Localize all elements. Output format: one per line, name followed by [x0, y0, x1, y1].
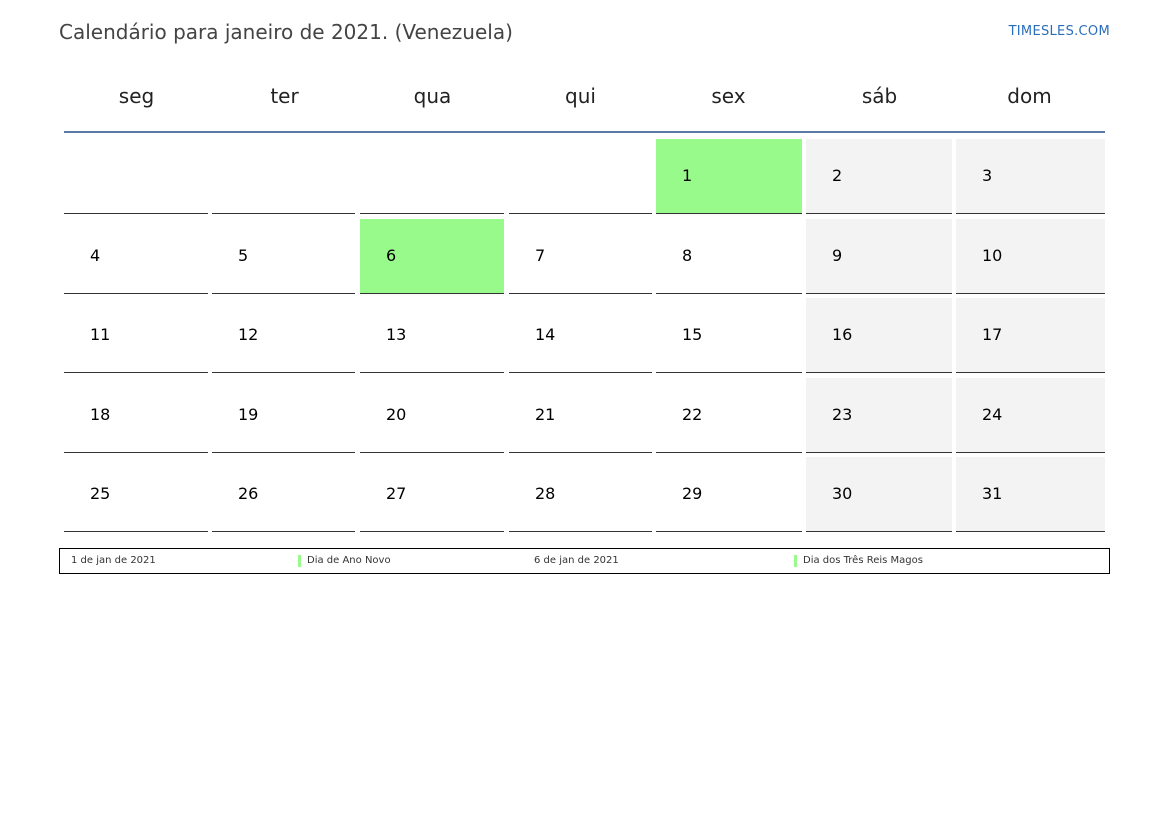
- day-number: 15: [682, 325, 703, 344]
- day-cell[interactable]: 30: [806, 457, 952, 532]
- day-number: 23: [832, 405, 853, 424]
- day-number: 11: [90, 325, 111, 344]
- day-cell[interactable]: 13: [360, 298, 504, 373]
- day-number: 28: [535, 484, 556, 503]
- day-cell[interactable]: 12: [212, 298, 355, 373]
- day-cell[interactable]: 20: [360, 378, 504, 453]
- day-cell[interactable]: 10: [956, 219, 1105, 294]
- weekday-label: ter: [270, 84, 299, 108]
- day-number: 19: [238, 405, 259, 424]
- day-number: 2: [832, 166, 843, 185]
- day-number: 12: [238, 325, 259, 344]
- day-number: 25: [90, 484, 111, 503]
- day-number: 1: [682, 166, 693, 185]
- day-cell[interactable]: 1: [656, 139, 802, 214]
- day-cell[interactable]: 25: [64, 457, 208, 532]
- day-number: 5: [238, 246, 249, 265]
- day-number: 7: [535, 246, 546, 265]
- day-cell[interactable]: 29: [656, 457, 802, 532]
- empty-day-cell: [509, 139, 652, 214]
- holiday-legend: 1 de jan de 2021 Dia de Ano Novo 6 de ja…: [59, 548, 1110, 574]
- weekday-label: sáb: [861, 84, 898, 108]
- day-cell[interactable]: 15: [656, 298, 802, 373]
- day-cell[interactable]: 28: [509, 457, 652, 532]
- day-cell[interactable]: 11: [64, 298, 208, 373]
- day-number: 8: [682, 246, 693, 265]
- weekday-label: qua: [413, 84, 452, 108]
- day-number: 27: [386, 484, 407, 503]
- day-number: 29: [682, 484, 703, 503]
- day-cell[interactable]: 8: [656, 219, 802, 294]
- weekday-label: sex: [711, 84, 746, 108]
- day-cell[interactable]: 21: [509, 378, 652, 453]
- day-number: 9: [832, 246, 843, 265]
- holiday-color-marker: [298, 555, 301, 567]
- day-number: 4: [90, 246, 101, 265]
- day-cell[interactable]: 23: [806, 378, 952, 453]
- weekday-label: dom: [1007, 84, 1052, 108]
- day-number: 31: [982, 484, 1003, 503]
- legend-holiday-name: Dia de Ano Novo: [307, 555, 391, 566]
- header-divider: [64, 131, 1105, 133]
- day-cell[interactable]: 2: [806, 139, 952, 214]
- day-cell[interactable]: 9: [806, 219, 952, 294]
- day-number: 14: [535, 325, 556, 344]
- day-cell[interactable]: 3: [956, 139, 1105, 214]
- weekday-label: qui: [565, 84, 596, 108]
- day-number: 16: [832, 325, 853, 344]
- day-cell[interactable]: 27: [360, 457, 504, 532]
- day-number: 6: [386, 246, 397, 265]
- day-number: 26: [238, 484, 259, 503]
- page-title: Calendário para janeiro de 2021. (Venezu…: [59, 20, 513, 44]
- empty-day-cell: [212, 139, 355, 214]
- day-cell[interactable]: 17: [956, 298, 1105, 373]
- holiday-color-marker: [794, 555, 797, 567]
- day-number: 24: [982, 405, 1003, 424]
- day-cell[interactable]: 31: [956, 457, 1105, 532]
- day-number: 10: [982, 246, 1003, 265]
- day-cell[interactable]: 14: [509, 298, 652, 373]
- legend-date: 1 de jan de 2021: [71, 555, 156, 566]
- day-cell[interactable]: 16: [806, 298, 952, 373]
- day-cell[interactable]: 18: [64, 378, 208, 453]
- day-cell[interactable]: 4: [64, 219, 208, 294]
- day-number: 30: [832, 484, 853, 503]
- legend-date: 6 de jan de 2021: [534, 555, 619, 566]
- day-cell[interactable]: 22: [656, 378, 802, 453]
- day-number: 3: [982, 166, 993, 185]
- day-cell[interactable]: 7: [509, 219, 652, 294]
- day-cell[interactable]: 26: [212, 457, 355, 532]
- day-number: 22: [682, 405, 703, 424]
- empty-day-cell: [360, 139, 504, 214]
- day-cell[interactable]: 5: [212, 219, 355, 294]
- day-number: 18: [90, 405, 111, 424]
- day-number: 20: [386, 405, 407, 424]
- brand-link[interactable]: TIMESLES.COM: [1008, 24, 1110, 39]
- day-cell[interactable]: 24: [956, 378, 1105, 453]
- day-cell[interactable]: 19: [212, 378, 355, 453]
- day-number: 21: [535, 405, 556, 424]
- weekday-header: seg ter qua qui sex sáb dom: [64, 84, 1105, 114]
- day-cell[interactable]: 6: [360, 219, 504, 294]
- day-number: 13: [386, 325, 407, 344]
- day-number: 17: [982, 325, 1003, 344]
- weekday-label: seg: [118, 84, 155, 108]
- legend-holiday-name: Dia dos Três Reis Magos: [803, 555, 923, 566]
- empty-day-cell: [64, 139, 208, 214]
